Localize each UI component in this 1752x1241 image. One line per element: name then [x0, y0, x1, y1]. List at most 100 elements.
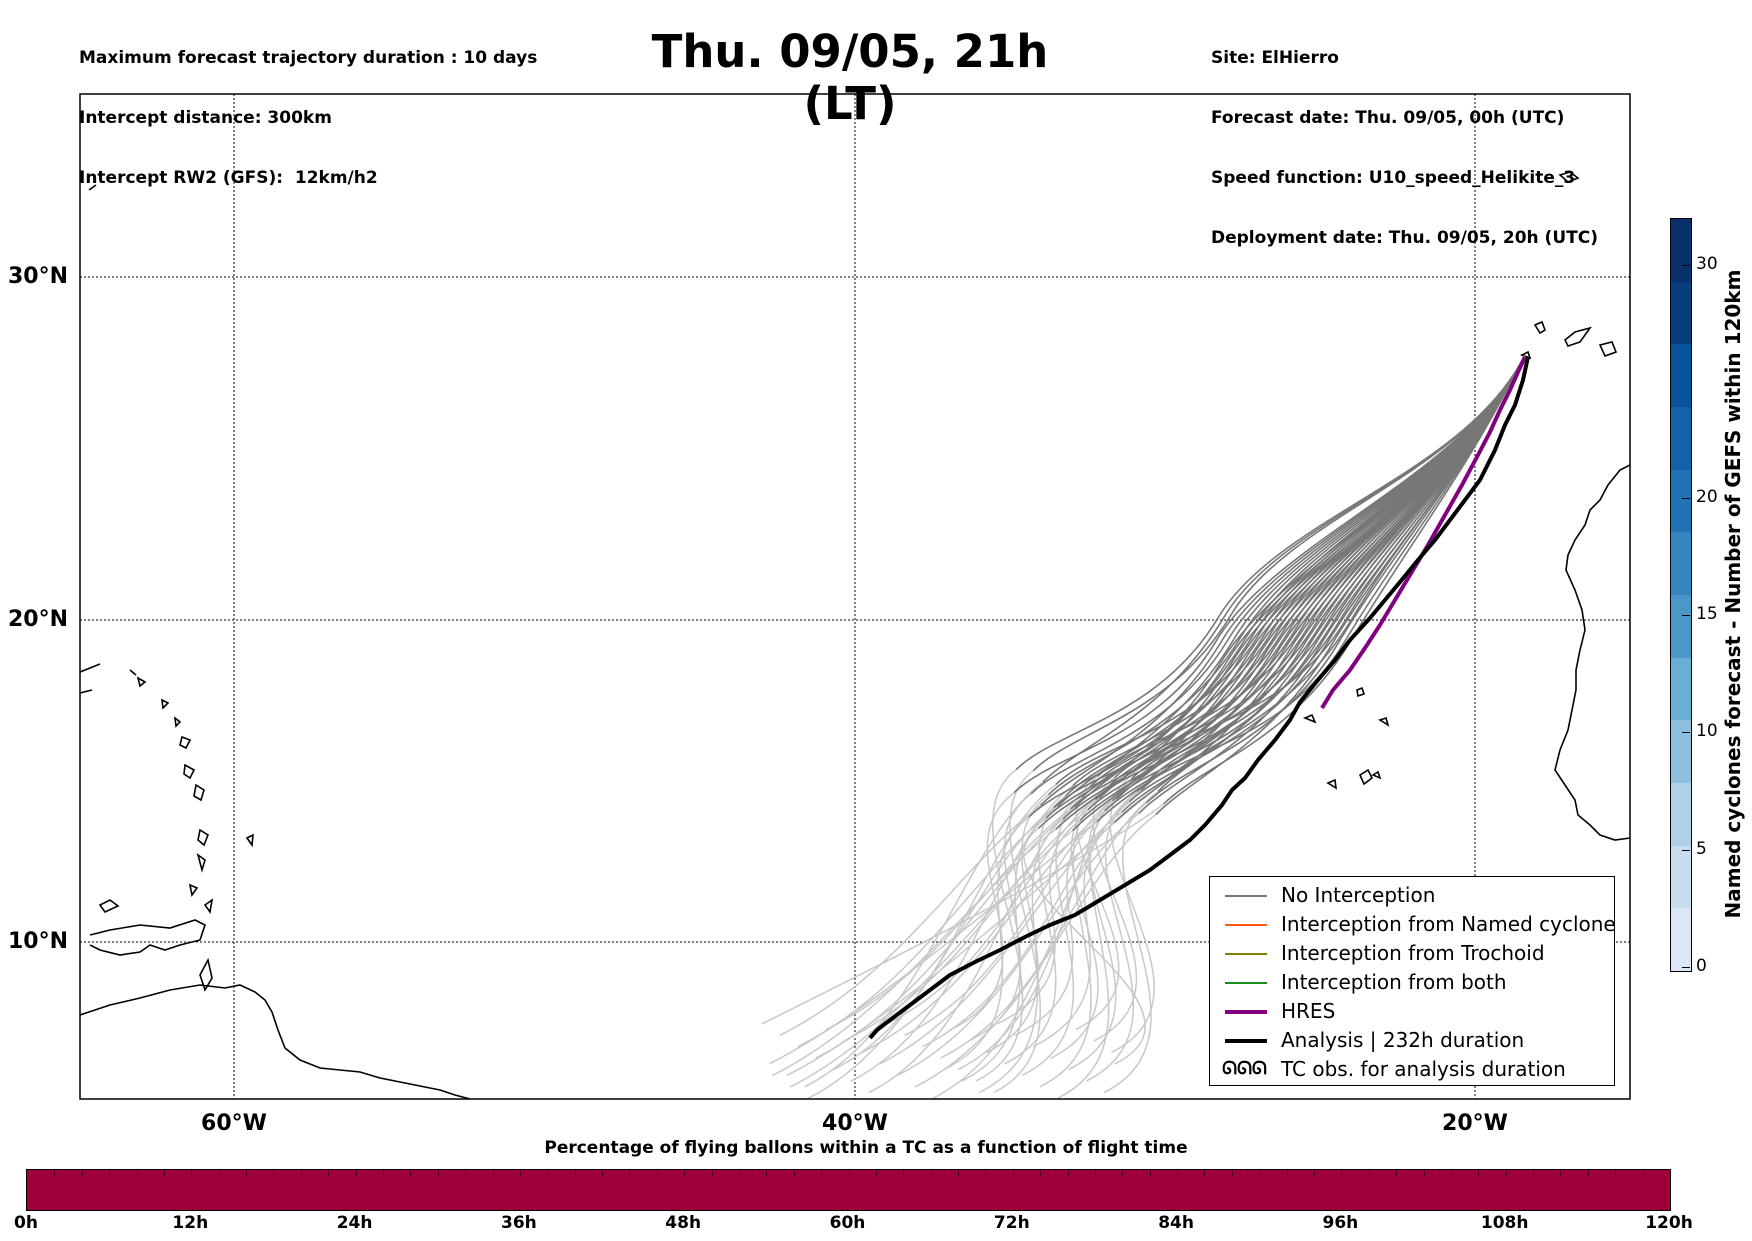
coast-south-america	[80, 984, 471, 1099]
flight-bar-tick-label: 72h	[993, 1213, 1030, 1233]
flight-bar-minor-tick	[355, 1170, 357, 1176]
flight-bar-minor-tick	[54, 1170, 56, 1176]
site-text: Site: ElHierro	[1211, 48, 1339, 68]
coast-antilles-11	[203, 898, 214, 915]
coast-cape-verde-2	[1356, 686, 1366, 698]
legend-swatch	[1225, 982, 1267, 984]
legend-label: Interception from both	[1281, 970, 1507, 994]
ensemble-trajectory-late-segment	[1021, 796, 1083, 1077]
flight-bar-minor-tick	[1177, 1170, 1179, 1176]
flight-bar-minor-tick	[218, 1170, 220, 1176]
flight-bar-title: Percentage of flying ballons within a TC…	[544, 1138, 1188, 1158]
ensemble-trajectory-late-segment	[943, 816, 1030, 1071]
cbar-tickmark	[1682, 498, 1690, 499]
cbar-tick-10: 10	[1696, 721, 1718, 741]
flight-bar-minor-tick	[1040, 1170, 1042, 1176]
coast-antilles-1	[129, 669, 137, 676]
coast-left-islet	[80, 689, 93, 694]
coast-trinidad	[199, 957, 213, 992]
flight-bar-tick-label: 24h	[336, 1213, 373, 1233]
intercept-distance-text: Intercept distance: 300km	[79, 108, 332, 128]
ensemble-trajectory-late-segment	[896, 812, 1140, 1077]
ensemble-trajectory	[1013, 354, 1526, 794]
coast-cape-verde-6	[1302, 713, 1317, 724]
cbar-tickmark	[1682, 967, 1690, 968]
lat-label-30: 30°N	[8, 264, 69, 289]
ensemble-trajectory	[1104, 354, 1526, 812]
ensemble-trajectory	[1155, 354, 1526, 815]
flight-bar-minor-tick	[958, 1170, 960, 1176]
colorbar-segment	[1671, 532, 1691, 595]
ensemble-trajectory-late-segment	[1092, 777, 1138, 1042]
map-legend: No Interception Interception from Named …	[1209, 876, 1616, 1086]
cbar-tickmark	[1682, 850, 1690, 851]
lon-label-20w: 20°W	[1442, 1111, 1508, 1136]
flight-bar-minor-tick	[1478, 1170, 1480, 1176]
coast-antilles-8	[197, 828, 209, 847]
legend-label: TC obs. for analysis duration	[1281, 1057, 1566, 1081]
speed-function-text: Speed function: U10_speed_Helikite_3	[1211, 168, 1576, 188]
colorbar-segment	[1671, 344, 1691, 407]
ensemble-trajectory-late-segment	[779, 804, 1042, 1037]
coast-antilles-3	[161, 698, 170, 710]
coast-canary-1	[1533, 320, 1546, 335]
coast-madeira	[1558, 171, 1580, 183]
lat-label-20: 20°N	[8, 607, 69, 632]
coast-cape-verde-5	[1371, 770, 1382, 780]
forecast-date-text: Forecast date: Thu. 09/05, 00h (UTC)	[1211, 108, 1565, 128]
flight-bar-minor-tick	[711, 1170, 713, 1176]
coast-antilles-12	[245, 833, 254, 848]
ensemble-trajectory-late-segment	[932, 790, 1138, 1099]
coast-antilles-5	[179, 735, 192, 750]
ensemble-trajectory-late-segment	[986, 794, 1049, 1054]
lat-label-10: 10°N	[8, 929, 69, 954]
ensemble-trajectory	[1015, 354, 1526, 771]
flight-bar-minor-tick	[574, 1170, 576, 1176]
flight-bar-minor-tick	[1231, 1170, 1233, 1176]
colorbar-segment	[1671, 720, 1691, 783]
flight-bar-minor-tick	[875, 1170, 877, 1176]
ensemble-trajectory	[1138, 354, 1526, 814]
flight-bar-minor-tick	[629, 1170, 631, 1176]
coast-canary-3	[1598, 341, 1618, 358]
cbar-tick-5: 5	[1696, 839, 1707, 859]
tc-obs-symbol-icon: ᘏᘏᘏ	[1222, 1058, 1267, 1079]
flight-bar-minor-tick	[985, 1170, 987, 1176]
flight-bar-minor-tick	[930, 1170, 932, 1176]
header-right-info: Site: ElHierro Forecast date: Thu. 09/05…	[1211, 8, 1598, 268]
coast-antilles-9	[196, 853, 206, 873]
flight-bar-tick-label: 120h	[1645, 1213, 1693, 1233]
colorbar-segment	[1671, 845, 1691, 909]
ensemble-trajectory-late-segment	[1068, 800, 1117, 1071]
flight-bar-tick-label: 12h	[172, 1213, 209, 1233]
flight-bar-minor-tick	[328, 1170, 330, 1176]
flight-bar-tick-label: 0h	[14, 1213, 38, 1233]
coast-antilles-10	[188, 883, 199, 897]
ensemble-trajectory-late-segment	[1014, 820, 1098, 1037]
ensemble-trajectory-late-segment	[993, 770, 1041, 1094]
flight-bar-minor-tick	[1615, 1170, 1617, 1176]
hres-trajectory	[1320, 356, 1527, 710]
header-left-info: Maximum forecast trajectory duration : 1…	[79, 8, 537, 208]
flight-bar-minor-tick	[848, 1170, 850, 1176]
coast-antilles-4	[173, 716, 182, 728]
flight-bar-minor-tick	[136, 1170, 138, 1176]
flight-bar-minor-tick	[437, 1170, 439, 1176]
legend-label: Interception from Trochoid	[1281, 941, 1545, 965]
flight-bar-tick-label: 96h	[1322, 1213, 1359, 1233]
ensemble-trajectory-late-segment	[825, 808, 1072, 1031]
colorbar-label: Named cyclones forecast - Number of GEFS…	[1721, 269, 1745, 919]
flight-bar-minor-tick	[273, 1170, 275, 1176]
legend-label: Analysis | 232h duration	[1281, 1028, 1525, 1052]
coast-antilles-2	[136, 676, 147, 688]
legend-swatch	[1225, 895, 1267, 897]
flight-bar-tick-label: 48h	[665, 1213, 702, 1233]
flight-bar-tick-label: 36h	[501, 1213, 537, 1233]
flight-bar-minor-tick	[1341, 1170, 1343, 1176]
coast-canary-4	[1520, 350, 1532, 360]
ensemble-trajectory-late-segment	[950, 792, 1015, 1031]
flight-bar-tick-label: 84h	[1158, 1213, 1194, 1233]
flight-bar-minor-tick	[246, 1170, 248, 1176]
flight-bar-minor-tick	[821, 1170, 823, 1176]
